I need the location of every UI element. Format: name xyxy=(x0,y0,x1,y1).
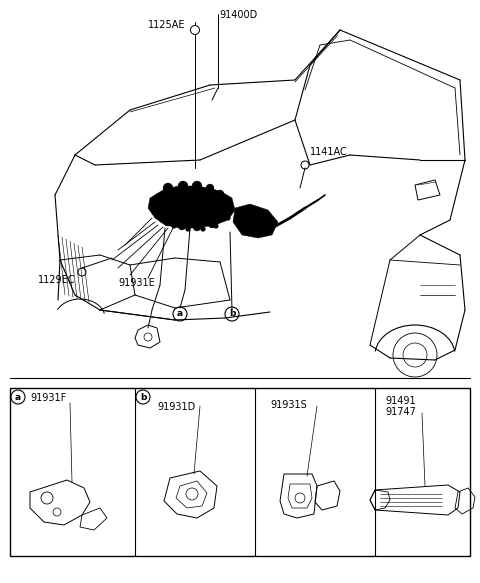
Text: 1129EC: 1129EC xyxy=(38,275,75,285)
Circle shape xyxy=(171,223,177,229)
Circle shape xyxy=(228,203,232,209)
Circle shape xyxy=(152,209,156,215)
Circle shape xyxy=(192,181,202,191)
Circle shape xyxy=(226,216,230,220)
Circle shape xyxy=(156,194,160,198)
Circle shape xyxy=(224,198,232,206)
Circle shape xyxy=(183,188,189,194)
Circle shape xyxy=(221,211,229,219)
Circle shape xyxy=(169,191,175,195)
Text: 1125AE: 1125AE xyxy=(147,20,185,30)
Circle shape xyxy=(216,190,224,198)
Circle shape xyxy=(196,188,202,194)
Bar xyxy=(10,388,470,556)
Circle shape xyxy=(214,223,218,229)
Circle shape xyxy=(201,227,205,231)
Circle shape xyxy=(163,183,173,193)
Text: 91931F: 91931F xyxy=(30,393,66,403)
Text: 91400D: 91400D xyxy=(219,10,257,20)
Circle shape xyxy=(209,191,215,196)
Circle shape xyxy=(193,223,201,231)
Text: b: b xyxy=(140,392,146,402)
Polygon shape xyxy=(148,186,235,228)
Text: 91747: 91747 xyxy=(385,407,416,417)
Text: a: a xyxy=(15,392,21,402)
Circle shape xyxy=(206,184,214,192)
Circle shape xyxy=(178,181,188,191)
Text: 91491: 91491 xyxy=(385,396,416,406)
Circle shape xyxy=(159,217,165,223)
Circle shape xyxy=(178,222,186,230)
Circle shape xyxy=(208,220,216,228)
Circle shape xyxy=(164,218,172,226)
Text: b: b xyxy=(229,310,235,318)
Text: 1141AC: 1141AC xyxy=(310,147,348,157)
Polygon shape xyxy=(233,204,278,238)
Text: 91931D: 91931D xyxy=(157,402,195,412)
Circle shape xyxy=(185,227,191,231)
Circle shape xyxy=(219,195,225,201)
Text: a: a xyxy=(177,310,183,318)
Text: 91931E: 91931E xyxy=(118,278,155,288)
Text: 91931S: 91931S xyxy=(270,400,307,410)
